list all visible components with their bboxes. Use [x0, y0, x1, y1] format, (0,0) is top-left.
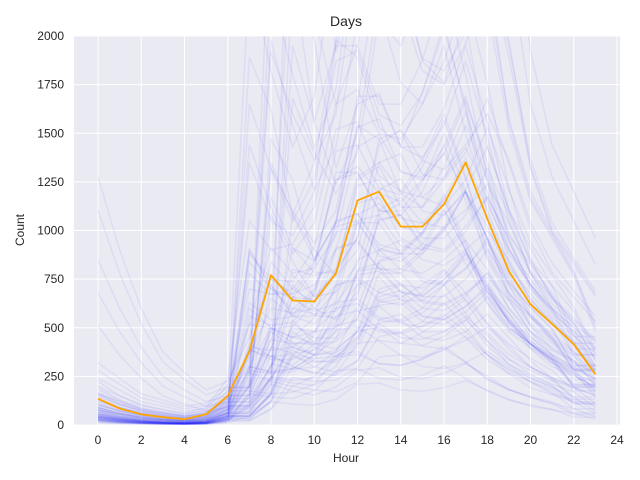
svg-text:16: 16	[437, 433, 451, 447]
svg-text:10: 10	[308, 433, 322, 447]
svg-text:1250: 1250	[37, 175, 64, 189]
grid-lines	[74, 35, 620, 426]
svg-text:0: 0	[95, 433, 102, 447]
svg-text:12: 12	[351, 433, 365, 447]
svg-text:2: 2	[138, 433, 145, 447]
x-axis-ticks: 0 2 4 6 8 10 12 14 16 18 20 22 24	[95, 433, 624, 447]
svg-text:2000: 2000	[37, 29, 64, 43]
svg-text:14: 14	[394, 433, 408, 447]
svg-text:250: 250	[44, 369, 64, 383]
svg-text:8: 8	[268, 433, 275, 447]
svg-text:1000: 1000	[37, 224, 64, 238]
svg-text:6: 6	[224, 433, 231, 447]
svg-text:24: 24	[610, 433, 624, 447]
y-axis-ticks: 0 250 500 750 1000 1250 1500 1750 2000	[37, 29, 64, 432]
x-axis-label: Hour	[333, 451, 359, 465]
chart-title: Days	[330, 13, 362, 29]
svg-text:18: 18	[481, 433, 495, 447]
svg-text:500: 500	[44, 321, 64, 335]
mean-line	[97, 161, 597, 421]
svg-text:1750: 1750	[37, 78, 64, 92]
background-day-lines	[97, 36, 597, 425]
svg-text:750: 750	[44, 272, 64, 286]
svg-text:1500: 1500	[37, 126, 64, 140]
svg-text:4: 4	[181, 433, 188, 447]
svg-text:22: 22	[567, 433, 581, 447]
y-axis-label: Count	[13, 213, 27, 246]
svg-text:0: 0	[57, 418, 64, 432]
svg-text:20: 20	[524, 433, 538, 447]
